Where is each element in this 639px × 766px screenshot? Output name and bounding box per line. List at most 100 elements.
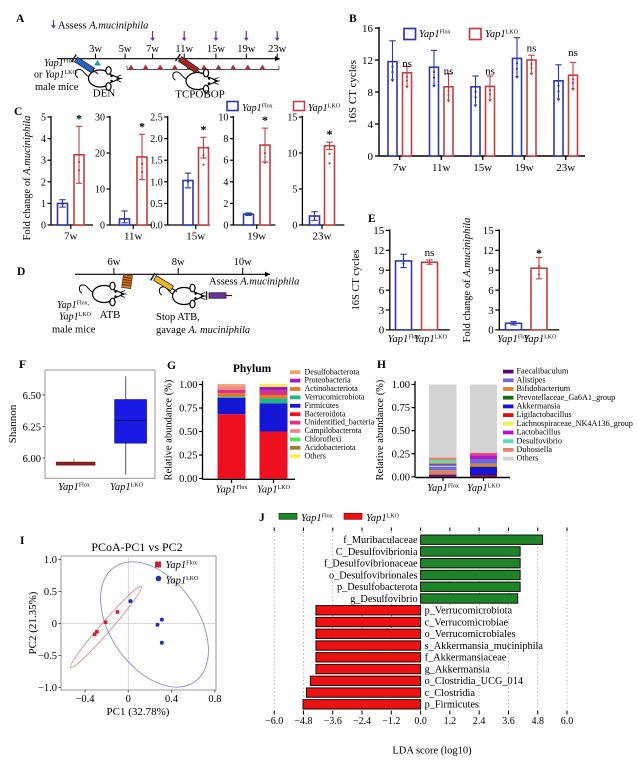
svg-text:2: 2 — [41, 177, 46, 188]
svg-text:0.0: 0.0 — [414, 716, 427, 727]
svg-text:Fold change of A.muciniphila: Fold change of A.muciniphila — [22, 116, 33, 241]
svg-text:s_Akkermansia_muciniphila: s_Akkermansia_muciniphila — [425, 641, 544, 652]
svg-text:Alistipes: Alistipes — [517, 375, 546, 384]
svg-text:23w: 23w — [313, 231, 332, 243]
svg-text:8: 8 — [368, 87, 374, 99]
svg-text:1.0: 1.0 — [150, 177, 163, 188]
svg-text:E: E — [368, 213, 376, 225]
svg-text:12: 12 — [362, 55, 373, 67]
svg-text:Yap1Flox,: Yap1Flox, — [57, 300, 90, 311]
svg-text:0.8: 0.8 — [208, 694, 221, 705]
svg-text:Yap1LKO: Yap1LKO — [467, 483, 501, 494]
svg-text:male mice: male mice — [52, 325, 96, 336]
svg-text:30: 30 — [95, 113, 105, 124]
svg-text:Acidobacteriota: Acidobacteriota — [305, 443, 357, 452]
svg-text:ns: ns — [402, 58, 412, 70]
svg-text:p_Verrucomicrobiota: p_Verrucomicrobiota — [425, 606, 513, 617]
svg-text:g_Akkermansia: g_Akkermansia — [425, 664, 491, 675]
svg-text:Yap1LKO: Yap1LKO — [414, 334, 448, 345]
svg-text:0: 0 — [100, 221, 105, 232]
svg-text:ns: ns — [568, 47, 578, 59]
svg-text:G: G — [167, 360, 176, 372]
svg-text:6.50: 6.50 — [23, 391, 41, 402]
svg-text:4: 4 — [368, 119, 374, 131]
svg-text:Akkermansia: Akkermansia — [517, 402, 561, 411]
svg-text:ATB: ATB — [100, 309, 121, 321]
svg-text:C: C — [14, 106, 22, 118]
svg-text:o_Desulfovibrionales: o_Desulfovibrionales — [329, 570, 418, 581]
svg-text:1.0: 1.0 — [44, 555, 57, 566]
svg-text:B: B — [349, 13, 357, 25]
svg-text:0.50: 0.50 — [179, 427, 197, 438]
svg-text:Yap1LKO: Yap1LKO — [366, 513, 400, 524]
svg-text:DEN: DEN — [93, 88, 116, 100]
svg-text:1.00: 1.00 — [392, 380, 410, 391]
svg-text:15: 15 — [287, 113, 297, 124]
svg-text:*: * — [536, 246, 542, 260]
svg-text:Yap1Flox: Yap1Flox — [497, 334, 529, 345]
svg-text:15w: 15w — [473, 162, 492, 174]
svg-text:3: 3 — [488, 305, 494, 317]
svg-text:Yap1LKO: Yap1LKO — [110, 482, 144, 493]
svg-text:12: 12 — [483, 245, 494, 257]
svg-text:Yap1Flox: Yap1Flox — [388, 334, 420, 345]
svg-text:6: 6 — [379, 285, 385, 297]
svg-text:7w: 7w — [64, 231, 78, 243]
svg-text:p_Firmicutes: p_Firmicutes — [425, 700, 479, 711]
svg-text:0.75: 0.75 — [392, 403, 410, 414]
svg-text:Yap1LKO: Yap1LKO — [524, 334, 558, 345]
svg-text:−0.4: −0.4 — [75, 694, 95, 705]
svg-text:Yap1Flox: Yap1Flox — [301, 513, 333, 524]
svg-text:1: 1 — [41, 199, 46, 210]
svg-text:Yap1LKO: Yap1LKO — [59, 312, 92, 323]
svg-text:*: * — [201, 122, 207, 136]
svg-text:11w: 11w — [124, 231, 143, 243]
svg-text:0.4: 0.4 — [165, 694, 179, 705]
svg-text:*: * — [327, 127, 333, 141]
svg-text:A: A — [16, 13, 25, 25]
svg-text:2: 2 — [223, 199, 228, 210]
svg-text:Yap1LKO: Yap1LKO — [257, 485, 291, 496]
svg-text:10: 10 — [287, 149, 297, 160]
svg-text:Proteobacteria: Proteobacteria — [305, 376, 352, 385]
svg-text:4: 4 — [223, 177, 228, 188]
svg-text:5w: 5w — [119, 44, 132, 55]
svg-text:Bacteroidota: Bacteroidota — [305, 409, 346, 418]
svg-text:Relative abundance (%): Relative abundance (%) — [164, 379, 175, 480]
svg-text:3: 3 — [41, 156, 46, 167]
svg-text:6: 6 — [488, 285, 494, 297]
svg-text:Yap1LKO: Yap1LKO — [166, 576, 200, 587]
svg-text:p_Desulfobacterota: p_Desulfobacterota — [337, 582, 418, 593]
svg-text:2.4: 2.4 — [473, 716, 486, 727]
svg-text:6.00: 6.00 — [23, 454, 41, 465]
svg-text:Ligilactobacillus: Ligilactobacillus — [517, 410, 572, 419]
svg-text:J: J — [259, 512, 265, 524]
svg-text:TCPOBOP: TCPOBOP — [175, 89, 225, 101]
svg-text:Desulfobacterota: Desulfobacterota — [305, 367, 360, 376]
svg-text:Lachnospiraceae_NK4A136_group: Lachnospiraceae_NK4A136_group — [517, 419, 633, 428]
svg-text:Actinobacteriota: Actinobacteriota — [305, 384, 359, 393]
svg-text:0: 0 — [52, 619, 57, 630]
svg-text:23w: 23w — [268, 44, 287, 55]
svg-text:0.0: 0.0 — [150, 221, 163, 232]
svg-text:ns: ns — [485, 66, 495, 78]
svg-text:6: 6 — [223, 156, 228, 167]
svg-text:16S CT cycles: 16S CT cycles — [351, 249, 362, 310]
svg-text:o_Verrucomicrobiales: o_Verrucomicrobiales — [425, 629, 516, 640]
svg-text:ns: ns — [425, 247, 435, 259]
svg-text:Yap1Flox: Yap1Flox — [44, 58, 75, 69]
svg-text:Faecalibaculum: Faecalibaculum — [517, 367, 569, 376]
svg-text:f_Muribaculaceae: f_Muribaculaceae — [343, 535, 418, 546]
svg-text:Yap1Flox: Yap1Flox — [242, 103, 273, 114]
svg-text:1.5: 1.5 — [150, 156, 163, 167]
svg-text:3w: 3w — [89, 44, 102, 55]
svg-text:2.0: 2.0 — [150, 134, 163, 145]
svg-text:−4.8: −4.8 — [294, 716, 312, 727]
svg-text:10: 10 — [218, 113, 228, 124]
svg-text:15w: 15w — [207, 44, 226, 55]
svg-text:Yap1Flox: Yap1Flox — [166, 560, 198, 571]
svg-text:I: I — [20, 535, 25, 547]
svg-text:f_Akkermansiaceae: f_Akkermansiaceae — [425, 653, 507, 664]
svg-text:8: 8 — [223, 134, 228, 145]
svg-text:Unidentified_bacteria: Unidentified_bacteria — [305, 418, 375, 427]
